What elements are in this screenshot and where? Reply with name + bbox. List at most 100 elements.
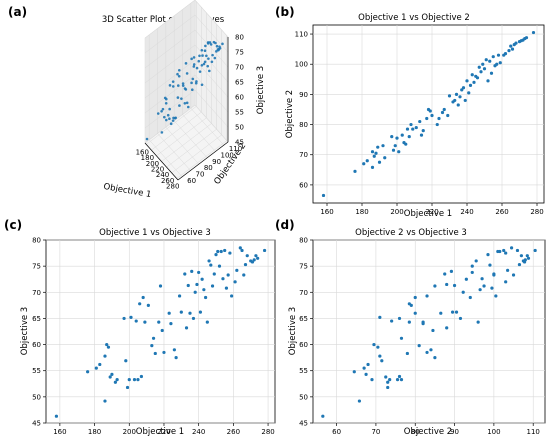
data-point-3d <box>176 96 180 99</box>
y-tick-label: 50 <box>299 393 308 401</box>
data-point <box>207 259 211 263</box>
y-tick-label: 80 <box>299 121 308 129</box>
chart-title: 3D Scatter Plot of Objectives <box>102 15 225 25</box>
data-point <box>449 269 454 273</box>
data-point <box>418 119 422 124</box>
data-point <box>162 350 166 355</box>
data-point <box>465 79 469 83</box>
data-point <box>103 399 107 403</box>
data-point <box>362 162 366 166</box>
data-point-3d <box>190 57 193 61</box>
data-point <box>226 273 230 277</box>
gridline-3d <box>182 114 216 152</box>
data-point <box>138 302 142 306</box>
data-point <box>105 342 109 347</box>
gridline-3d <box>148 139 183 177</box>
data-point <box>461 290 465 294</box>
data-point <box>510 47 515 51</box>
x-tick-label: 100 <box>487 428 500 436</box>
gridline-3d <box>156 117 207 157</box>
data-point-3d <box>203 60 207 64</box>
data-point <box>129 315 133 319</box>
y-axis-label: Objective 3 <box>288 307 298 355</box>
data-point-3d <box>171 80 175 83</box>
gridline-3d <box>157 133 191 171</box>
data-point <box>509 246 514 250</box>
gridline-3d <box>194 74 229 113</box>
data-point-3d <box>210 60 214 64</box>
x-tick-label: 240 <box>460 208 473 216</box>
data-point <box>353 169 357 173</box>
data-point <box>388 378 392 382</box>
data-point <box>440 110 445 115</box>
data-point <box>486 79 490 83</box>
data-point-3d <box>203 49 207 53</box>
data-point <box>447 94 452 98</box>
gridline-3d <box>194 104 229 143</box>
x-tick-label: 280 <box>166 183 179 191</box>
panel-label-a: (a) <box>8 5 27 19</box>
z-tick-label: 45 <box>235 139 244 147</box>
gridline-3d <box>166 128 217 168</box>
data-point <box>217 264 222 268</box>
y-tick-label: 70 <box>196 171 205 179</box>
data-point <box>139 374 144 379</box>
data-point <box>495 62 499 66</box>
data-point <box>378 354 382 358</box>
data-point-3d <box>213 56 217 60</box>
gridline-3d <box>144 59 196 99</box>
data-point <box>450 310 455 314</box>
data-point <box>197 270 201 275</box>
data-point <box>233 280 237 284</box>
data-point <box>321 193 326 198</box>
data-point <box>127 378 131 382</box>
data-point <box>230 294 234 298</box>
data-point-3d <box>185 101 189 105</box>
data-point <box>228 251 232 255</box>
data-point-3d <box>191 88 194 91</box>
x-tick-label: 200 <box>146 160 159 168</box>
data-point <box>515 248 520 253</box>
gridline-3d <box>146 106 197 145</box>
y-tick-label: 70 <box>299 151 308 159</box>
data-point <box>381 144 385 148</box>
x-tick-label: 220 <box>151 166 164 174</box>
data-point <box>238 246 242 250</box>
x-tick-label: 220 <box>157 428 170 436</box>
data-point <box>531 30 536 35</box>
data-point-3d <box>191 77 195 81</box>
data-point <box>183 272 187 276</box>
x-tick-label: 80 <box>411 428 420 436</box>
data-point <box>461 86 466 90</box>
data-point <box>242 273 246 277</box>
data-point <box>216 249 220 254</box>
data-point-3d <box>180 97 183 100</box>
data-point-3d <box>195 66 199 70</box>
gridline-3d <box>171 134 222 174</box>
data-point <box>463 98 467 103</box>
x-tick-label: 180 <box>88 428 101 436</box>
data-point-3d <box>200 48 204 52</box>
gridline-3d <box>194 14 229 53</box>
x-tick-label: 280 <box>530 208 543 216</box>
data-point <box>421 322 425 326</box>
data-point-3d <box>172 116 175 120</box>
plot-area <box>45 239 276 424</box>
x-tick-label: 160 <box>136 148 149 156</box>
y-tick-label: 100 <box>295 61 308 69</box>
data-point-3d <box>206 41 210 44</box>
data-point <box>262 248 267 253</box>
data-point <box>210 284 215 288</box>
data-point <box>321 414 325 418</box>
gridline-3d <box>194 59 229 98</box>
data-point <box>384 375 388 379</box>
data-point <box>167 311 171 315</box>
data-point <box>395 136 399 140</box>
data-point <box>54 414 59 418</box>
data-point <box>484 58 488 62</box>
data-point <box>386 385 390 390</box>
data-point <box>524 36 529 40</box>
x-axis-label: Objective 1 <box>136 427 184 437</box>
data-point <box>174 356 178 360</box>
data-point <box>366 362 370 367</box>
